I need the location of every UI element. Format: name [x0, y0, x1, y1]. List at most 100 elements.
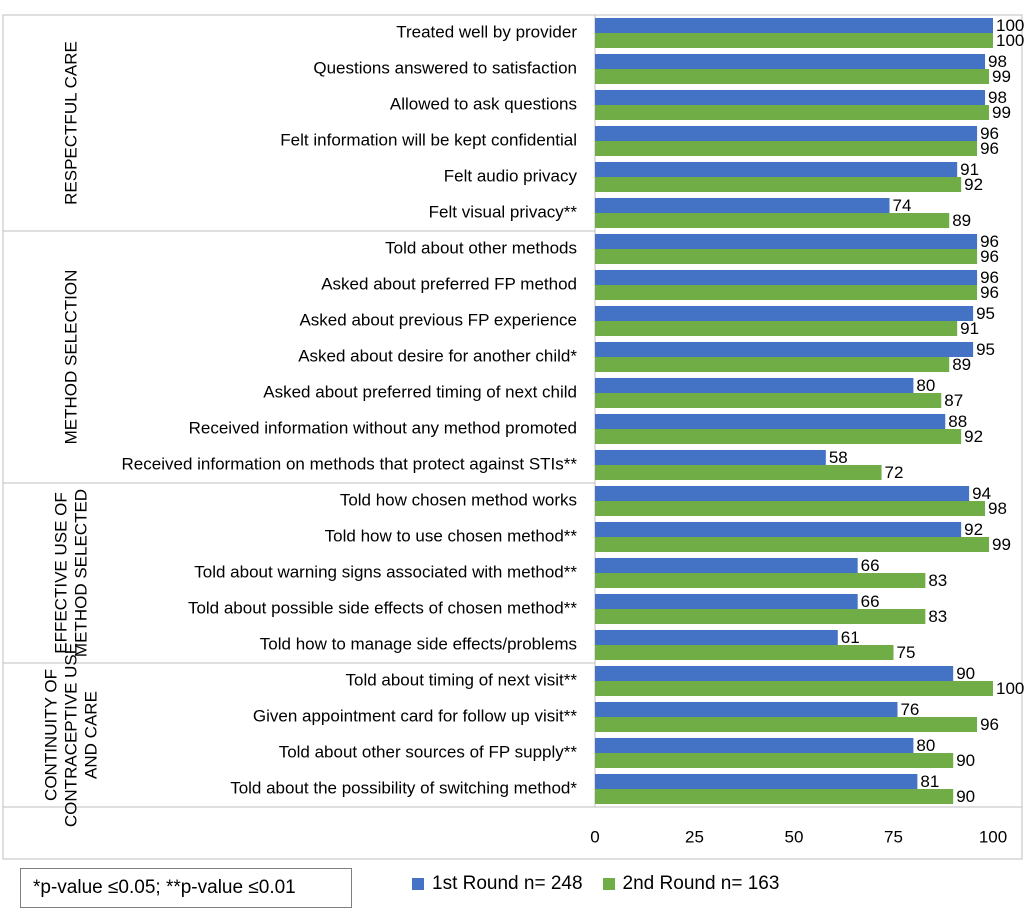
x-tick-label: 100	[979, 827, 1007, 846]
category-label: Told about timing of next visit**	[345, 670, 577, 689]
bar-round1	[595, 234, 978, 249]
bar-round2	[595, 285, 978, 300]
footnote-box: *p-value ≤0.05; **p-value ≤0.01	[20, 868, 352, 908]
group-label: CONTINUITY OF	[41, 669, 60, 801]
bar-round2	[595, 717, 978, 732]
data-label-round2: 96	[980, 283, 999, 302]
data-label-round1: 100	[996, 16, 1024, 35]
data-label-round2: 83	[928, 607, 947, 626]
bar-round2	[595, 645, 894, 660]
group-label: RESPECTFUL CARE	[61, 41, 80, 205]
data-label-round2: 89	[952, 355, 971, 374]
data-label-round1: 90	[956, 664, 975, 683]
chart-frame	[2, 14, 1023, 860]
bar-round1	[595, 342, 974, 357]
legend-item-round2: 2nd Round n= 163	[602, 873, 780, 895]
data-label-round2: 91	[960, 319, 979, 338]
data-label-round1: 66	[861, 556, 880, 575]
legend-swatch-round2	[602, 878, 615, 890]
category-label: Allowed to ask questions	[390, 94, 577, 113]
bar-round1	[595, 18, 993, 33]
bar-round1	[595, 702, 898, 717]
data-label-round1: 92	[964, 520, 983, 539]
data-label-round2: 96	[980, 715, 999, 734]
bar-round1	[595, 378, 914, 393]
category-label: Felt visual privacy**	[429, 202, 578, 221]
category-label: Asked about preferred FP method	[321, 274, 577, 293]
category-label: Felt information will be kept confidenti…	[280, 130, 577, 149]
group-label: METHOD SELECTED	[71, 489, 90, 657]
category-label: Told about possible side effects of chos…	[188, 598, 577, 617]
data-label-round2: 99	[992, 535, 1011, 554]
bar-round2	[595, 321, 958, 336]
x-tick-label: 50	[785, 827, 804, 846]
bar-round1	[595, 414, 946, 429]
data-label-round1: 91	[960, 160, 979, 179]
bar-round1	[595, 450, 826, 465]
data-label-round2: 100	[996, 679, 1024, 698]
bar-round1	[595, 666, 954, 681]
legend-item-round1: 1st Round n= 248	[412, 873, 583, 895]
data-label-round2: 99	[992, 103, 1011, 122]
bar-round1	[595, 774, 918, 789]
group-label: EFFECTIVE USE OF	[51, 492, 70, 654]
category-label: Felt audio privacy	[444, 166, 578, 185]
category-label: Told about other sources of FP supply**	[279, 742, 578, 761]
bar-round2	[595, 249, 978, 264]
data-label-round1: 74	[893, 196, 912, 215]
bar-round2	[595, 609, 926, 624]
category-label: Told how to use chosen method**	[325, 526, 578, 545]
bar-round1	[595, 162, 958, 177]
bar-round2	[595, 357, 950, 372]
legend-swatch-round1	[412, 878, 424, 890]
bar-round1	[595, 558, 858, 573]
data-label-round1: 61	[841, 628, 860, 647]
bar-round2	[595, 33, 993, 48]
data-label-round1: 88	[948, 412, 967, 431]
bar-round2	[595, 789, 954, 804]
data-label-round1: 96	[980, 232, 999, 251]
legend: 1st Round n= 248 2nd Round n= 163	[412, 873, 799, 895]
bar-round2	[595, 753, 954, 768]
bar-round2	[595, 393, 942, 408]
bar-round1	[595, 54, 986, 69]
bar-round1	[595, 486, 970, 501]
footnote-text: *p-value ≤0.05; **p-value ≤0.01	[33, 877, 296, 898]
group-label: METHOD SELECTION	[61, 270, 80, 445]
data-label-round1: 94	[972, 484, 991, 503]
data-label-round1: 96	[980, 268, 999, 287]
category-label: Asked about desire for another child*	[298, 346, 577, 365]
data-label-round2: 75	[897, 643, 916, 662]
bar-round2	[595, 105, 990, 120]
data-label-round1: 98	[988, 52, 1007, 71]
category-label: Told how chosen method works	[340, 490, 577, 509]
data-label-round2: 98	[988, 499, 1007, 518]
category-label: Questions answered to satisfaction	[313, 58, 577, 77]
bar-round2	[595, 213, 950, 228]
x-tick-label: 0	[590, 827, 599, 846]
category-label: Told how to manage side effects/problems	[260, 634, 577, 653]
category-label: Given appointment card for follow up vis…	[253, 706, 577, 725]
data-label-round1: 58	[829, 448, 848, 467]
bar-round1	[595, 198, 890, 213]
bar-round1	[595, 270, 978, 285]
data-label-round1: 95	[976, 304, 995, 323]
data-label-round1: 81	[920, 772, 939, 791]
category-label: Treated well by provider	[396, 22, 577, 41]
category-label: Told about other methods	[385, 238, 577, 257]
data-label-round1: 80	[916, 376, 935, 395]
data-label-round2: 99	[992, 67, 1011, 86]
bar-round2	[595, 681, 993, 696]
data-label-round2: 72	[885, 463, 904, 482]
data-label-round1: 96	[980, 124, 999, 143]
data-label-round1: 95	[976, 340, 995, 359]
data-label-round1: 76	[900, 700, 919, 719]
category-label: Received information without any method …	[189, 418, 577, 437]
data-label-round2: 87	[944, 391, 963, 410]
bar-round2	[595, 69, 990, 84]
bar-round1	[595, 630, 838, 645]
category-label: Told about the possibility of switching …	[230, 778, 577, 797]
legend-label-round2: 2nd Round n= 163	[622, 873, 780, 894]
data-label-round2: 100	[996, 31, 1024, 50]
